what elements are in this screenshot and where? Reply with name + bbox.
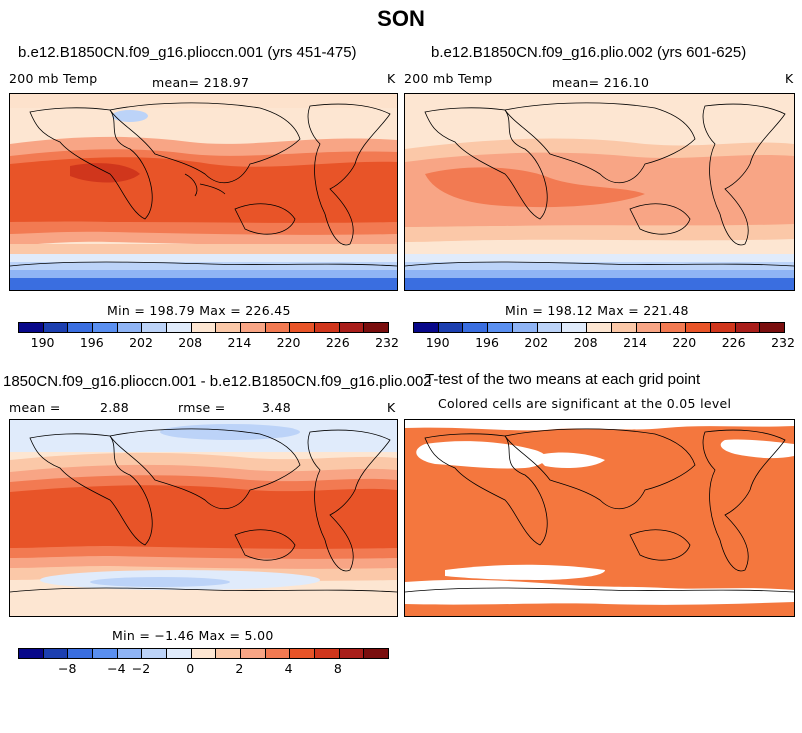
- colorbar-swatch: [241, 649, 266, 658]
- colorbar-tick-label: 202: [524, 335, 549, 350]
- panel3-mean-label: mean =: [9, 400, 61, 415]
- panel4-subtitle: Colored cells are significant at the 0.0…: [438, 396, 732, 411]
- panel3-map-svg: [10, 420, 397, 616]
- colorbar-swatch: [364, 649, 389, 658]
- colorbar-swatch: [661, 323, 687, 332]
- colorbar-tick-label: 196: [475, 335, 499, 350]
- colorbar-swatch: [339, 649, 365, 658]
- panel3-title: 1850CN.f09_g16.plioccn.001 - b.e12.B1850…: [3, 373, 432, 390]
- colorbar-tick-label: 202: [129, 335, 153, 350]
- colorbar-tick-label: 226: [325, 335, 350, 350]
- colorbar-tick-label: 190: [30, 335, 55, 350]
- colorbar-swatch: [339, 323, 365, 332]
- colorbar-tick-label: 232: [375, 335, 399, 350]
- colorbar-tick-label: 208: [573, 335, 598, 350]
- colorbar-tick-label: 226: [721, 335, 746, 350]
- colorbar-swatch: [562, 323, 588, 332]
- colorbar-tick-label: 8: [333, 661, 342, 676]
- colorbar-swatch: [686, 323, 711, 332]
- colorbar-swatch: [710, 323, 736, 332]
- colorbar-swatch: [142, 649, 168, 658]
- colorbar-swatch: [191, 323, 217, 332]
- colorbar-swatch: [488, 323, 513, 332]
- panel4-title: T-test of the two means at each grid poi…: [425, 371, 701, 388]
- colorbar-swatch: [611, 323, 637, 332]
- colorbar-swatch: [142, 323, 168, 332]
- panel3-units-label: K: [387, 400, 396, 415]
- panel1-minmax: Min = 198.79 Max = 226.45: [107, 303, 291, 318]
- colorbar-swatch: [760, 323, 785, 332]
- panel3-map: [9, 419, 398, 617]
- panel3-rmse-value: 3.48: [262, 400, 292, 415]
- colorbar-tick-label: −8: [57, 661, 77, 676]
- panel1-units-label: K: [387, 71, 396, 86]
- panel2-minmax: Min = 198.12 Max = 221.48: [505, 303, 689, 318]
- figure-title: SON: [377, 6, 425, 31]
- colorbar-tick-label: 208: [178, 335, 203, 350]
- colorbar-swatch: [414, 323, 439, 332]
- colorbar-swatch: [117, 649, 143, 658]
- colorbar-tick-label: 214: [623, 335, 647, 350]
- panel4-map: [404, 419, 795, 617]
- colorbar-swatch: [68, 323, 94, 332]
- colorbar-swatch: [93, 649, 118, 658]
- colorbar-swatch: [93, 323, 118, 332]
- colorbar-swatch: [216, 649, 242, 658]
- colorbar-tick-label: 220: [672, 335, 697, 350]
- colorbar-swatch: [68, 649, 94, 658]
- panel1-colorbar: [18, 322, 389, 333]
- panel1-map-svg: [10, 94, 397, 290]
- colorbar-swatch: [512, 323, 538, 332]
- colorbar-swatch: [43, 323, 69, 332]
- panel1-mean-label: mean= 218.97: [152, 75, 250, 90]
- colorbar-swatch: [216, 323, 242, 332]
- colorbar-tick-label: 190: [425, 335, 450, 350]
- colorbar-swatch: [241, 323, 266, 332]
- colorbar-swatch: [315, 323, 340, 332]
- panel2-mean-label: mean= 216.10: [552, 75, 650, 90]
- colorbar-swatch: [290, 649, 316, 658]
- colorbar-tick-label: −2: [131, 661, 151, 676]
- colorbar-swatch: [463, 323, 489, 332]
- panel2-colorbar: [413, 322, 785, 333]
- colorbar-swatch: [290, 323, 316, 332]
- panel1-title: b.e12.B1850CN.f09_g16.plioccn.001 (yrs 4…: [18, 44, 357, 61]
- colorbar-swatch: [265, 323, 291, 332]
- panel2-units-label: K: [785, 71, 794, 86]
- colorbar-swatch: [587, 323, 612, 332]
- colorbar-swatch: [167, 649, 192, 658]
- colorbar-tick-label: 232: [771, 335, 795, 350]
- colorbar-swatch: [19, 323, 44, 332]
- panel4-map-svg: [405, 420, 794, 616]
- panel1-variable-label: 200 mb Temp: [9, 71, 98, 86]
- panel2-map-svg: [405, 94, 794, 290]
- colorbar-swatch: [438, 323, 464, 332]
- colorbar-tick-label: 214: [227, 335, 252, 350]
- panel2-variable-label: 200 mb Temp: [404, 71, 493, 86]
- colorbar-tick-label: −4: [107, 661, 126, 676]
- panel3-mean-value: 2.88: [100, 400, 130, 415]
- colorbar-tick-label: 4: [284, 661, 293, 676]
- colorbar-tick-label: 2: [235, 661, 244, 676]
- colorbar-swatch: [735, 323, 761, 332]
- colorbar-swatch: [537, 323, 563, 332]
- panel3-rmse-label: rmse =: [178, 400, 226, 415]
- colorbar-tick-label: 0: [186, 661, 195, 676]
- panel1-map: [9, 93, 398, 291]
- panel3-colorbar: [18, 648, 389, 659]
- colorbar-tick-label: 220: [276, 335, 301, 350]
- colorbar-swatch: [167, 323, 192, 332]
- colorbar-swatch: [265, 649, 291, 658]
- colorbar-swatch: [364, 323, 389, 332]
- colorbar-swatch: [43, 649, 69, 658]
- colorbar-swatch: [191, 649, 217, 658]
- panel2-map: [404, 93, 795, 291]
- panel2-title: b.e12.B1850CN.f09_g16.plio.002 (yrs 601-…: [431, 44, 747, 61]
- colorbar-swatch: [636, 323, 662, 332]
- colorbar-tick-label: 196: [79, 335, 104, 350]
- colorbar-swatch: [117, 323, 143, 332]
- colorbar-swatch: [315, 649, 340, 658]
- panel3-minmax: Min = −1.46 Max = 5.00: [112, 628, 274, 643]
- colorbar-swatch: [19, 649, 44, 658]
